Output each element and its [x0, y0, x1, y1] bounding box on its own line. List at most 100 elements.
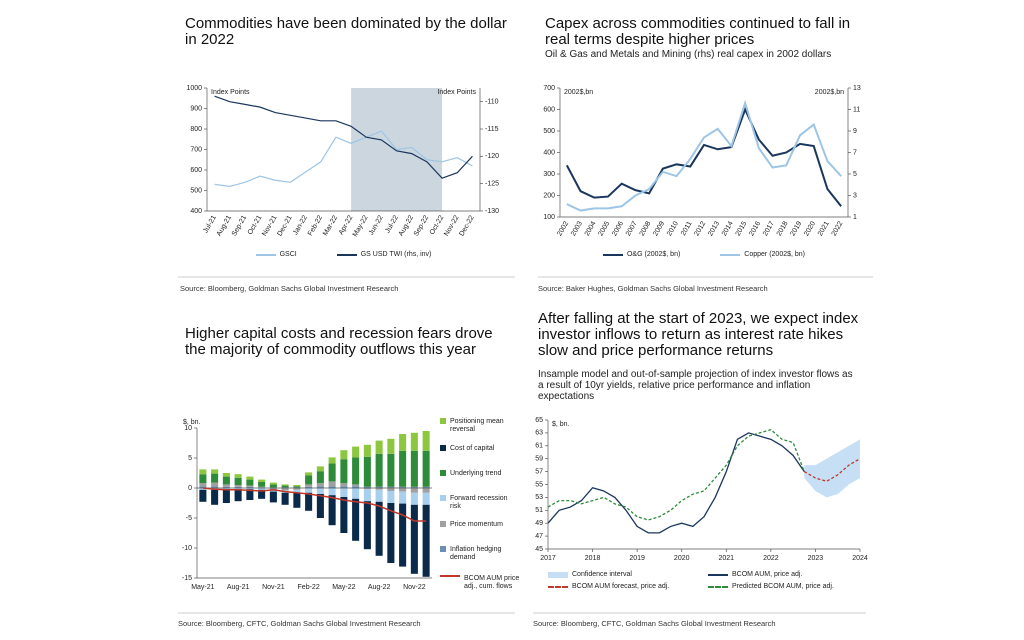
bar: [375, 440, 383, 454]
y2-tick-label: -125: [485, 181, 499, 188]
bar: [269, 482, 277, 485]
series-line: [547, 428, 805, 521]
y-tick-label: 59: [535, 456, 543, 463]
y-tick-label: 65: [535, 417, 543, 424]
x-tick-label: Aug-22: [368, 584, 391, 591]
bar: [352, 486, 360, 488]
bar: [375, 501, 383, 556]
series-line: [565, 106, 842, 207]
legend-label: Predicted BCOM AUM, price adj.: [732, 583, 834, 590]
bar: [375, 488, 383, 490]
x-tick-label: 2017: [762, 220, 776, 237]
bar: [269, 491, 277, 503]
y-tick-label: 200: [543, 192, 555, 199]
legend-label: O&G (2002$, bn): [626, 251, 681, 258]
bar: [316, 486, 324, 488]
series-line: [566, 99, 842, 212]
chart-title-text: Capex across commodities continued to fa…: [545, 15, 851, 48]
series-line: [202, 487, 427, 522]
x-tick-label: 2017: [540, 555, 556, 562]
x-tick-label: 2019: [789, 220, 803, 237]
bar: [422, 504, 430, 577]
bar: [281, 484, 289, 486]
bar: [246, 485, 254, 487]
source: Source: Baker Hughes, Goldman Sachs Glob…: [538, 284, 768, 293]
legend-label: Forward recession risk: [450, 495, 508, 510]
x-tick-label: 2002: [556, 220, 570, 237]
y-tick-label: 53: [535, 494, 543, 501]
x-tick-label: 2019: [629, 555, 645, 562]
x-tick-label: 2011: [680, 220, 694, 237]
bar: [340, 488, 348, 497]
legend-item: BCOM AUM price adj., cum. flows: [440, 575, 522, 591]
bar: [258, 488, 266, 490]
y-tick-label: 49: [535, 520, 543, 527]
legend-swatch: [440, 470, 446, 476]
x-tick-label: 2018: [585, 555, 601, 562]
x-tick-label: Sep-22: [413, 214, 430, 237]
bar: [305, 475, 313, 485]
legend-swatch: [440, 445, 446, 451]
bar: [222, 486, 230, 488]
bar: [422, 450, 430, 487]
series-line: [547, 432, 805, 534]
bar: [222, 484, 230, 487]
legend-label: Underlying trend: [450, 470, 502, 477]
bar: [352, 446, 360, 458]
bar: [211, 473, 219, 483]
y-tick-label: 600: [543, 106, 555, 113]
x-tick-label: Mar-22: [322, 214, 339, 237]
y-tick-label: 700: [543, 85, 555, 92]
y-tick-label: 600: [190, 167, 202, 174]
chart-title-text: After falling at the start of 2023, we e…: [538, 310, 859, 359]
x-tick-label: 2005: [597, 220, 611, 237]
bar: [352, 498, 360, 541]
x-tick-label: 2022: [831, 220, 845, 237]
x-tick-label: Dec-21: [276, 214, 293, 237]
bar: [211, 486, 219, 488]
bar: [234, 477, 242, 485]
bar: [387, 486, 395, 488]
bar: [316, 471, 324, 484]
x-tick-label: 2006: [611, 220, 625, 237]
bar: [410, 432, 418, 451]
y-tick-label: 400: [543, 149, 555, 156]
x-tick-label: Jul-21: [202, 214, 218, 234]
bar: [305, 488, 313, 493]
legend-swatch: [708, 585, 728, 588]
bar: [375, 489, 383, 502]
bar: [222, 476, 230, 485]
y2-tick-label: 1: [853, 214, 857, 221]
y-tick-label: 300: [543, 171, 555, 178]
y-tick-label: 700: [190, 146, 202, 153]
bar: [258, 486, 266, 488]
bar: [222, 488, 230, 490]
x-tick-label: May-21: [191, 584, 214, 591]
bar: [328, 488, 336, 496]
bar: [340, 483, 348, 487]
y-tick-label: 500: [543, 128, 555, 135]
legend-swatch: [255, 253, 276, 256]
bar: [246, 488, 254, 490]
y-tick-label: 400: [190, 208, 202, 215]
bar: [234, 474, 242, 478]
series-line: [803, 458, 861, 482]
legend-label: Copper (2002$, bn): [744, 251, 806, 258]
legend-swatch: [440, 546, 446, 552]
bar: [246, 486, 254, 488]
legend: GSCI GS USD TWI (rhs, inv): [207, 251, 480, 258]
bar: [375, 453, 383, 487]
legend-swatch: [336, 253, 357, 256]
bar: [340, 459, 348, 484]
bar: [363, 456, 371, 487]
bar: [222, 473, 230, 477]
bar: [363, 501, 371, 550]
x-tick-label: 2020: [803, 220, 817, 237]
legend-label: Price momentum: [450, 521, 503, 528]
y-tick-label: 63: [535, 430, 543, 437]
legend-swatch: [548, 585, 568, 588]
y-tick-label: 51: [535, 507, 543, 514]
x-tick-label: 2009: [652, 220, 666, 237]
source: Source: Bloomberg, Goldman Sachs Global …: [180, 284, 398, 293]
chart-subtitle: Insample model and out-of-sample project…: [538, 369, 858, 402]
